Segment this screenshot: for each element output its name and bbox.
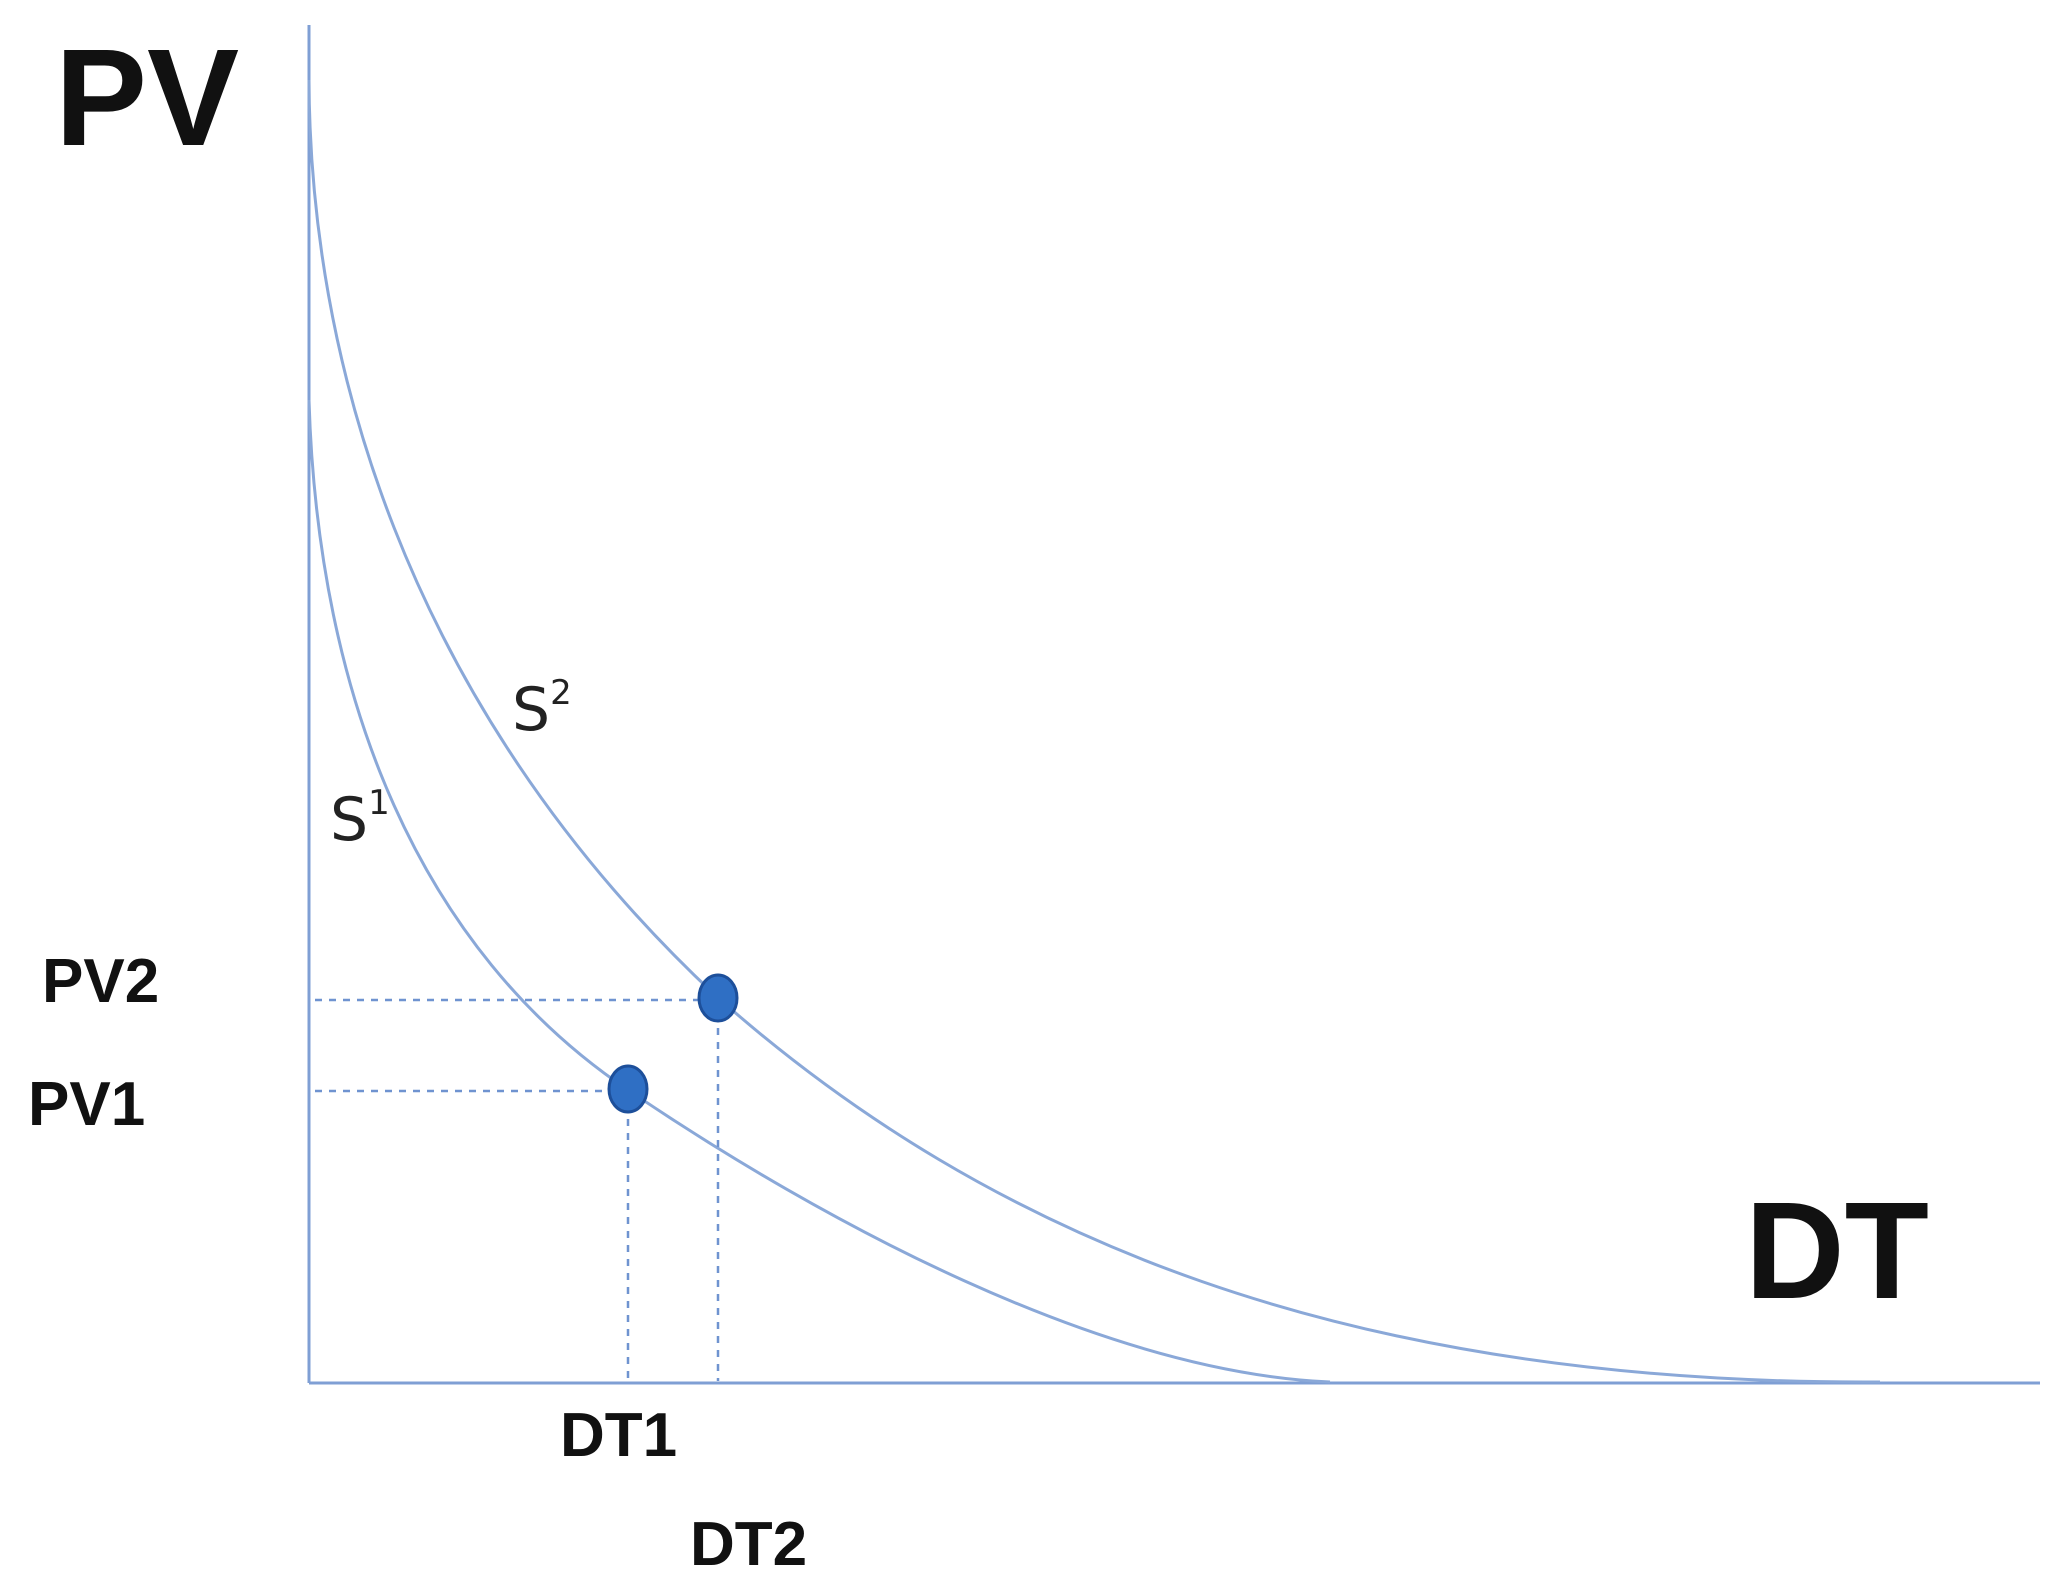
s1-label-superscript: 1 [368,783,390,823]
point-s1 [607,1064,649,1114]
s2-label: S2 [512,673,572,745]
s1-label-base: S [330,785,368,855]
dt1-label: DT1 [560,1401,677,1470]
y-axis-title: PV [55,21,239,175]
s2-label-superscript: 2 [550,673,572,713]
s1-label: S1 [330,783,390,855]
s2-label-base: S [512,675,550,745]
pv2-label: PV2 [42,947,159,1016]
point-s2 [697,973,739,1023]
x-axis-title: DT [1745,1174,1929,1328]
curve-s1 [307,399,1331,1384]
dt2-label: DT2 [690,1510,807,1578]
pv1-label: PV1 [28,1070,145,1139]
